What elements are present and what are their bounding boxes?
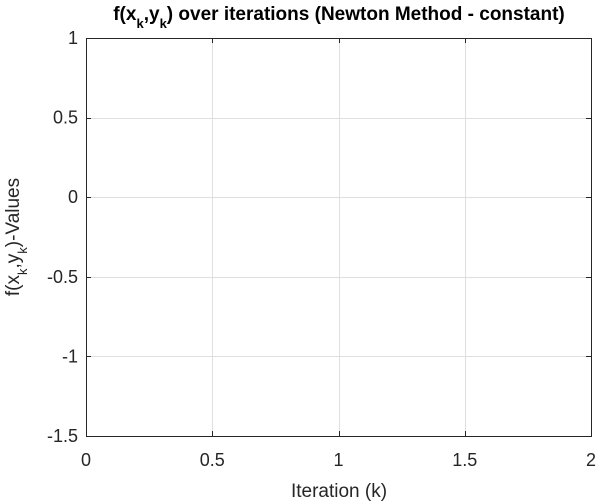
x-tick-label: 0.5 [200, 450, 225, 470]
x-tick-label: 1 [333, 450, 343, 470]
label-text: ) over iterations (Newton Method - const… [167, 4, 565, 25]
x-tick-label: 1.5 [452, 450, 477, 470]
y-tick-label: -0.5 [47, 267, 78, 287]
subscript-text: k [15, 247, 30, 254]
plot-area [86, 38, 592, 437]
x-axis-label: Iteration (k) [291, 481, 387, 502]
label-text: f(x [3, 275, 24, 297]
x-tick-labels: 0 0.5 1 1.5 2 [81, 450, 596, 470]
subscript-text: k [160, 16, 168, 31]
y-tick-label: 0.5 [53, 108, 78, 128]
x-tick-label: 2 [586, 450, 596, 470]
tick-marks [86, 38, 592, 437]
label-text: ,y [3, 253, 24, 268]
chart-title: f(xk,yk) over iterations (Newton Method … [113, 4, 565, 31]
y-axis-label: f(xk,yk)-Values [3, 178, 30, 296]
subscript-text: k [136, 16, 144, 31]
label-text: )-Values [3, 178, 24, 247]
label-text: ,y [144, 4, 160, 25]
y-tick-label: -1 [62, 346, 78, 366]
y-tick-labels: -1.5 -1 -0.5 0 0.5 1 [47, 28, 78, 446]
y-tick-label: -1.5 [47, 426, 78, 446]
plot-background [86, 38, 591, 436]
y-tick-label: 1 [68, 28, 78, 48]
grid-lines [86, 38, 591, 436]
x-tick-label: 0 [81, 450, 91, 470]
label-text: f(x [113, 4, 137, 25]
y-tick-label: 0 [68, 187, 78, 207]
subscript-text: k [15, 268, 30, 275]
